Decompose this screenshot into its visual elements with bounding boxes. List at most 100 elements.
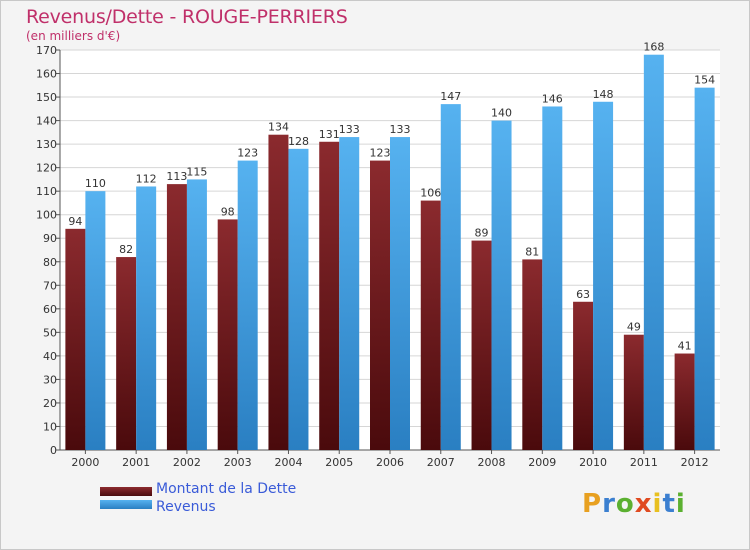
legend-label-revenue: Revenus — [156, 499, 216, 515]
logo-letter: t — [662, 489, 676, 519]
data-label: 168 — [643, 41, 664, 54]
data-label: 113 — [166, 170, 187, 183]
logo-letter: P — [582, 489, 603, 519]
y-tick-label: 40 — [43, 350, 57, 363]
data-label: 146 — [542, 92, 563, 105]
data-label: 81 — [525, 245, 539, 258]
chart-title: Revenus/Dette - ROUGE-PERRIERS — [26, 6, 348, 28]
logo-letter: r — [602, 489, 616, 519]
x-tick-label: 2010 — [579, 456, 607, 469]
data-label: 134 — [268, 121, 289, 134]
y-tick-label: 110 — [36, 185, 57, 198]
data-label: 133 — [339, 123, 360, 136]
bar-revenue — [491, 120, 512, 451]
y-tick-label: 60 — [43, 303, 57, 316]
y-tick-label: 90 — [43, 232, 57, 245]
bar-debt — [623, 334, 644, 450]
data-label: 41 — [678, 340, 692, 353]
logo-letter: x — [634, 489, 653, 519]
logo-letter: i — [675, 489, 686, 519]
legend-swatch-revenue — [100, 500, 152, 509]
bar-debt — [573, 301, 594, 450]
bar-debt — [471, 240, 492, 450]
bar-debt — [116, 257, 137, 450]
y-tick-label: 160 — [36, 68, 57, 81]
y-tick-label: 0 — [50, 444, 57, 457]
x-tick-label: 2012 — [681, 456, 709, 469]
y-tick-label: 20 — [43, 397, 57, 410]
data-label: 140 — [491, 107, 512, 120]
data-label: 112 — [136, 172, 157, 185]
bar-layer — [65, 54, 715, 451]
y-tick-label: 170 — [36, 44, 57, 57]
bar-revenue — [237, 160, 258, 450]
y-tick-label: 10 — [43, 420, 57, 433]
data-label: 123 — [237, 147, 258, 160]
bar-debt — [65, 228, 86, 450]
x-tick-label: 2000 — [71, 456, 99, 469]
x-tick-label: 2009 — [528, 456, 556, 469]
y-tick-label: 50 — [43, 326, 57, 339]
bar-revenue — [593, 101, 614, 450]
data-label: 131 — [319, 128, 340, 141]
bar-revenue — [643, 54, 664, 451]
data-label: 94 — [68, 215, 82, 228]
x-tick-label: 2005 — [325, 456, 353, 469]
logo-letter: i — [652, 489, 663, 519]
y-tick-label: 140 — [36, 115, 57, 128]
bar-revenue — [85, 191, 106, 451]
x-tick-label: 2003 — [224, 456, 252, 469]
bar-revenue — [288, 148, 309, 450]
bar-debt — [217, 219, 238, 450]
bar-debt — [522, 259, 543, 450]
bar-revenue — [186, 179, 207, 451]
data-label: 148 — [593, 88, 614, 101]
data-label: 115 — [186, 165, 207, 178]
y-tick-label: 70 — [43, 279, 57, 292]
data-label: 89 — [475, 227, 489, 240]
x-tick-label: 2007 — [427, 456, 455, 469]
x-tick-label: 2001 — [122, 456, 150, 469]
data-label: 98 — [221, 205, 235, 218]
x-tick-label: 2008 — [478, 456, 506, 469]
x-tick-label: 2011 — [630, 456, 658, 469]
data-label: 128 — [288, 135, 309, 148]
bar-debt — [268, 134, 289, 451]
y-tick-label: 120 — [36, 162, 57, 175]
data-label: 123 — [370, 147, 391, 160]
bar-debt — [166, 184, 187, 450]
bar-revenue — [542, 106, 563, 451]
x-tick-label: 2002 — [173, 456, 201, 469]
data-label: 49 — [627, 321, 641, 334]
y-tick-label: 30 — [43, 373, 57, 386]
proxiti-logo: Proxiti — [582, 489, 686, 519]
x-tick-label: 2006 — [376, 456, 404, 469]
y-tick-label: 100 — [36, 209, 57, 222]
bar-revenue — [136, 186, 157, 450]
data-label: 106 — [420, 187, 441, 200]
data-label: 154 — [694, 74, 715, 87]
bar-debt — [674, 353, 695, 450]
bar-debt — [319, 141, 340, 450]
bar-revenue — [440, 104, 461, 450]
legend-swatch-debt — [100, 487, 152, 496]
logo-letter: o — [615, 489, 635, 519]
bar-debt — [420, 200, 441, 450]
bar-revenue — [339, 137, 360, 450]
y-tick-label: 150 — [36, 91, 57, 104]
y-tick-label: 130 — [36, 138, 57, 151]
data-label: 82 — [119, 243, 133, 256]
data-label: 110 — [85, 177, 106, 190]
chart-subtitle: (en milliers d'€) — [26, 29, 121, 43]
bar-revenue — [390, 137, 410, 450]
data-label: 133 — [390, 123, 411, 136]
bar-revenue — [694, 87, 715, 450]
data-label: 147 — [440, 90, 461, 103]
data-label: 63 — [576, 288, 590, 301]
x-tick-label: 2004 — [274, 456, 302, 469]
y-tick-label: 80 — [43, 256, 57, 269]
bar-debt — [370, 160, 390, 450]
legend-label-debt: Montant de la Dette — [156, 481, 297, 497]
